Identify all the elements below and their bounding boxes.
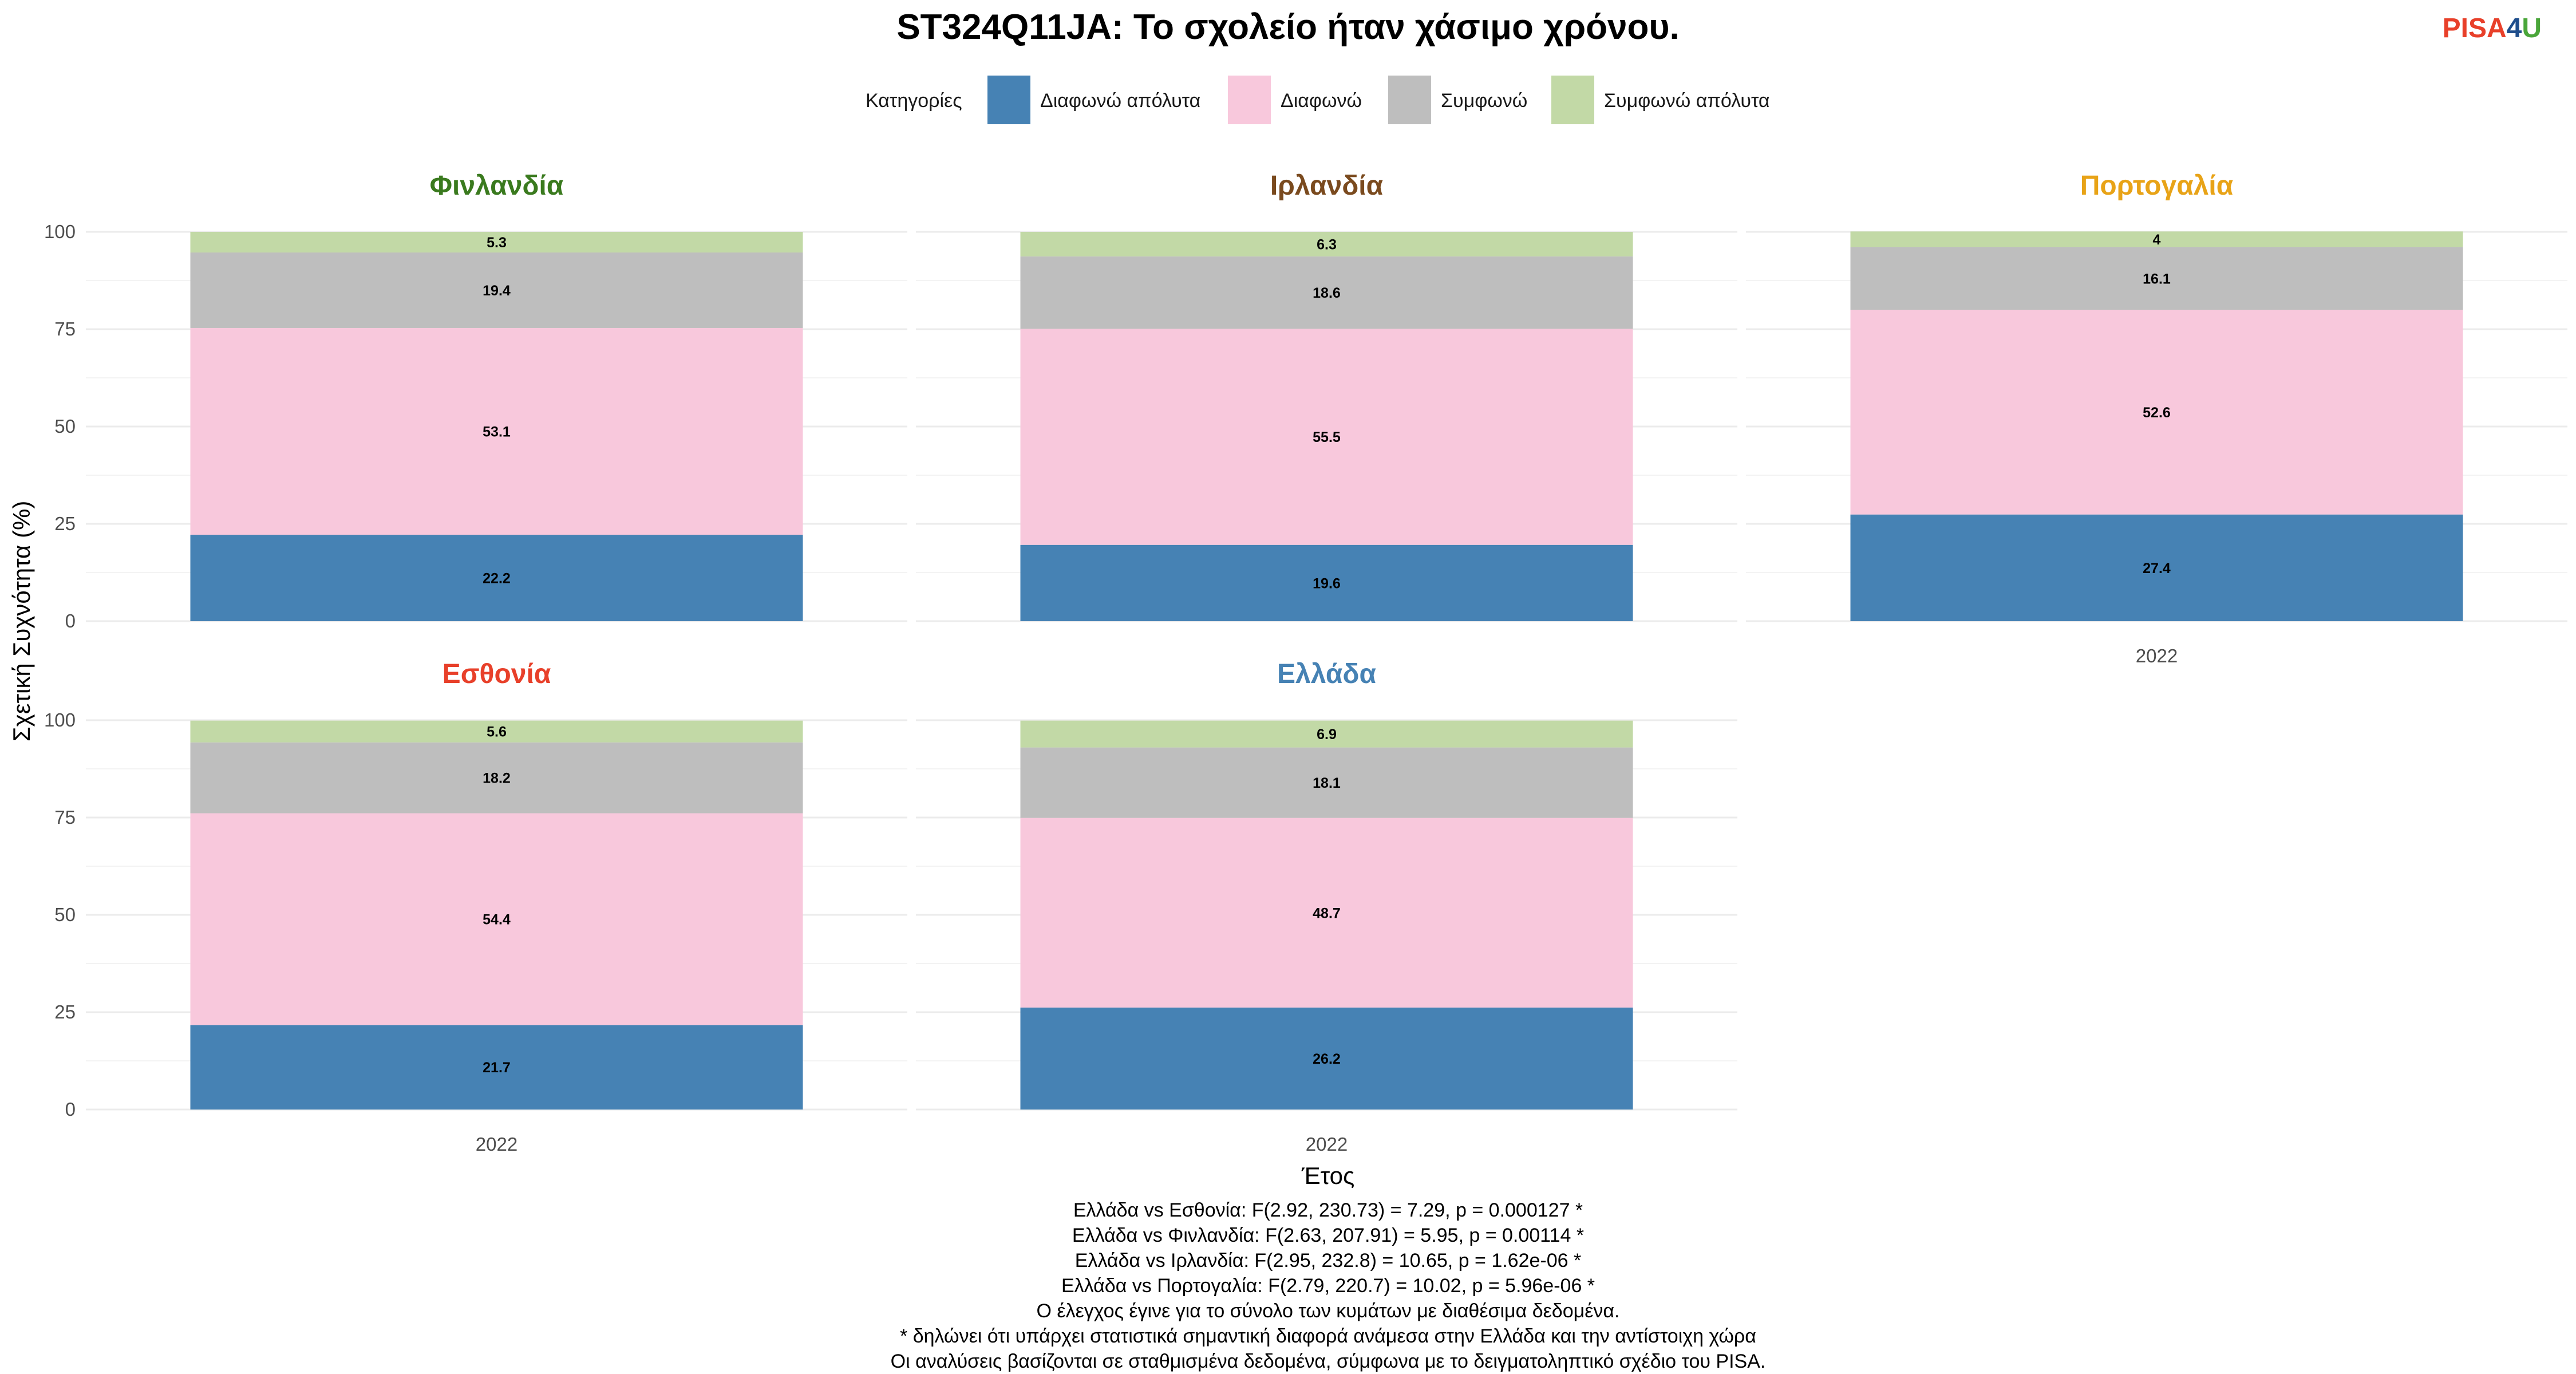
y-tick-label: 100: [44, 709, 76, 731]
legend-key-1: [1228, 76, 1271, 124]
y-tick-label: 50: [54, 416, 76, 437]
bar-value-label: 4: [2153, 232, 2161, 248]
bar-segment: [1850, 231, 2463, 247]
bar-segment: [190, 720, 803, 743]
svg-text:PISA4U: PISA4U: [2443, 13, 2542, 44]
y-tick-label: 0: [65, 1099, 76, 1120]
facet-panels: Φινλανδία 0 25 50 75 100 22.2 53.1 19.4 5.3 Ιρλανδ…: [44, 171, 2567, 1155]
bar-segment: [1020, 818, 1633, 1008]
y-tick-label: 25: [54, 1001, 76, 1022]
bar-segment: [1020, 720, 1633, 748]
y-axis-title: Σχετική Συχνότητα (%): [8, 501, 35, 742]
legend: Κατηγορίες Διαφωνώ απόλυτα Διαφωνώ Συμφωνώ Σ…: [866, 76, 1770, 124]
logo-text-4: 4: [2507, 13, 2522, 44]
legend-title: Κατηγορίες: [866, 90, 962, 112]
facet-panel: Ιρλανδία 19.6 55.5 18.6 6.3: [916, 171, 1737, 622]
facet-panel: Εσθονία 0 25 50 75 100 21.7 54.4 18.2 5.6 2022: [44, 659, 907, 1155]
legend-key-2: [1388, 76, 1431, 124]
logo-text-pisa: PISA: [2443, 13, 2507, 44]
pisa4u-logo: PISA4U: [2443, 13, 2542, 44]
caption-line: Ελλάδα vs Εσθονία: F(2.92, 230.73) = 7.2…: [1073, 1199, 1583, 1221]
logo-text-u: U: [2522, 13, 2542, 44]
chart-title: ST324Q11JA: Το σχολείο ήταν χάσιμο χρόνο…: [896, 7, 1679, 47]
bar-segment: [190, 742, 803, 814]
bar-segment: [1850, 514, 2463, 621]
bar-segment: [1850, 310, 2463, 515]
bar-segment: [1850, 247, 2463, 310]
bar-segment: [1020, 329, 1633, 545]
bar-value-label: 16.1: [2143, 271, 2171, 287]
caption-line: Ελλάδα vs Ιρλανδία: F(2.95, 232.8) = 10.…: [1075, 1250, 1581, 1272]
facet-title: Ελλάδα: [1277, 659, 1376, 689]
bar-value-label: 18.1: [1313, 775, 1341, 791]
bar-value-label: 6.9: [1317, 727, 1337, 743]
facet-title: Φινλανδία: [430, 171, 564, 201]
bar-segment: [1020, 544, 1633, 621]
x-axis-title: Έτος: [1301, 1162, 1355, 1189]
bar-segment: [1020, 1007, 1633, 1110]
bar-segment: [1020, 256, 1633, 329]
facet-title: Πορτογαλία: [2080, 171, 2234, 201]
bar-value-label: 52.6: [2143, 405, 2171, 421]
facet-panel: Πορτογαλία 27.4 52.6 16.1 4 2022: [1746, 171, 2567, 666]
x-tick-label: 2022: [1306, 1134, 1348, 1155]
legend-key-0: [987, 76, 1030, 124]
y-tick-label: 75: [54, 807, 76, 828]
caption-line: Ελλάδα vs Πορτογαλία: F(2.79, 220.7) = 1…: [1061, 1275, 1595, 1297]
facet-title: Εσθονία: [442, 659, 551, 689]
caption-line: Ελλάδα vs Φινλανδία: F(2.63, 207.91) = 5…: [1072, 1225, 1584, 1246]
y-tick-label: 50: [54, 904, 76, 925]
caption-line: Ο έλεγχος έγινε για το σύνολο των κυμάτω…: [1037, 1300, 1620, 1322]
bar-segment: [1020, 232, 1633, 256]
bar-value-label: 18.2: [483, 771, 511, 787]
legend-label-2: Συμφωνώ: [1441, 90, 1527, 112]
caption: Ελλάδα vs Εσθονία: F(2.92, 230.73) = 7.2…: [891, 1199, 1766, 1372]
x-tick-label: 2022: [2136, 645, 2178, 666]
bar-value-label: 19.4: [483, 283, 511, 299]
bar-value-label: 22.2: [483, 571, 511, 587]
caption-line: * δηλώνει ότι υπάρχει στατιστικά σημαντι…: [900, 1325, 1756, 1347]
facet-panel: Φινλανδία 0 25 50 75 100 22.2 53.1 19.4 5.3: [44, 171, 907, 631]
bar-value-label: 5.3: [487, 235, 507, 251]
bar-value-label: 21.7: [483, 1060, 511, 1076]
bar-value-label: 18.6: [1313, 285, 1341, 301]
bar-value-label: 5.6: [487, 724, 507, 740]
bar-segment: [190, 232, 803, 253]
bar-segment: [190, 1025, 803, 1110]
caption-line: Οι αναλύσεις βασίζονται σε σταθμισμένα δ…: [891, 1351, 1766, 1372]
bar-segment: [190, 327, 803, 535]
bar-segment: [190, 813, 803, 1025]
bar-segment: [1020, 747, 1633, 818]
facet-panel: Ελλάδα 26.2 48.7 18.1 6.9 2022: [916, 659, 1737, 1155]
y-tick-label: 25: [54, 513, 76, 534]
legend-label-1: Διαφωνώ: [1281, 90, 1362, 112]
bar-value-label: 53.1: [483, 424, 511, 440]
y-tick-label: 100: [44, 221, 76, 242]
legend-label-3: Συμφωνώ απόλυτα: [1604, 90, 1770, 112]
bar-value-label: 19.6: [1313, 575, 1341, 591]
legend-key-3: [1551, 76, 1594, 124]
facet-title: Ιρλανδία: [1270, 171, 1384, 201]
bar-value-label: 54.4: [483, 911, 511, 927]
bar-value-label: 55.5: [1313, 429, 1341, 445]
x-tick-label: 2022: [476, 1134, 517, 1155]
bar-value-label: 26.2: [1313, 1051, 1341, 1067]
bar-segment: [190, 252, 803, 328]
y-tick-label: 75: [54, 318, 76, 339]
legend-label-0: Διαφωνώ απόλυτα: [1040, 90, 1200, 112]
bar-value-label: 6.3: [1317, 236, 1337, 252]
bar-segment: [190, 535, 803, 621]
y-tick-label: 0: [65, 610, 76, 631]
bar-value-label: 27.4: [2143, 560, 2171, 577]
bar-value-label: 48.7: [1313, 905, 1341, 921]
